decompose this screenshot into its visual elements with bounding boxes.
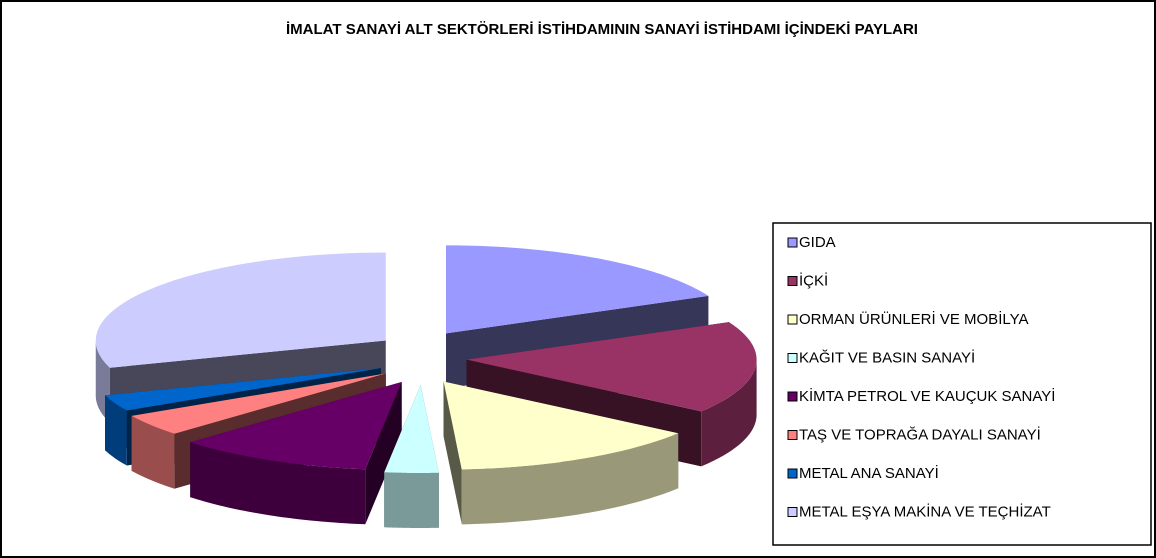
pie-slice [384, 384, 439, 528]
legend-swatch [787, 353, 798, 363]
legend-label: ORMAN ÜRÜNLERİ VE MOBİLYA [799, 310, 1028, 328]
legend-label: METAL EŞYA MAKİNA VE TEÇHİZAT [799, 502, 1051, 520]
legend-label: KAĞIT VE BASIN SANAYİ [799, 348, 975, 366]
slice-top [466, 322, 757, 412]
slice-wall [461, 433, 679, 525]
legend-swatch [787, 276, 798, 286]
slice-wall [190, 442, 366, 525]
slice-wall [701, 359, 757, 467]
slice-top [190, 381, 402, 470]
pie-slice [443, 381, 679, 525]
slice-top [105, 368, 381, 411]
legend-swatch [787, 314, 798, 325]
legend-box [772, 222, 1152, 546]
legend-label: GIDA [799, 234, 836, 251]
slice-top [384, 384, 439, 473]
slice-top [446, 245, 709, 334]
slice-top [443, 381, 679, 470]
pie-slice [190, 381, 402, 525]
legend-label: TAŞ VE TOPRAĞA DAYALI SANAYİ [799, 425, 1041, 443]
legend-swatch [787, 391, 798, 402]
legend-swatch [787, 430, 798, 440]
slice-wall [384, 472, 439, 528]
slice-side [443, 381, 462, 525]
legend-swatch [787, 468, 798, 479]
slice-wall [131, 415, 175, 489]
legend-label: İÇKİ [799, 271, 828, 289]
legend-label: METAL ANA SANAYİ [799, 464, 939, 482]
slice-top [95, 252, 386, 368]
slice-top [131, 373, 386, 434]
legend-swatch [787, 507, 798, 517]
chart-title: İMALAT SANAYİ ALT SEKTÖRLERİ İSTİHDAMINI… [286, 21, 918, 38]
legend-swatch [787, 237, 798, 248]
slice-wall [105, 395, 127, 466]
legend-label: KİMTA PETROL VE KAUÇUK SANAYİ [799, 387, 1055, 405]
